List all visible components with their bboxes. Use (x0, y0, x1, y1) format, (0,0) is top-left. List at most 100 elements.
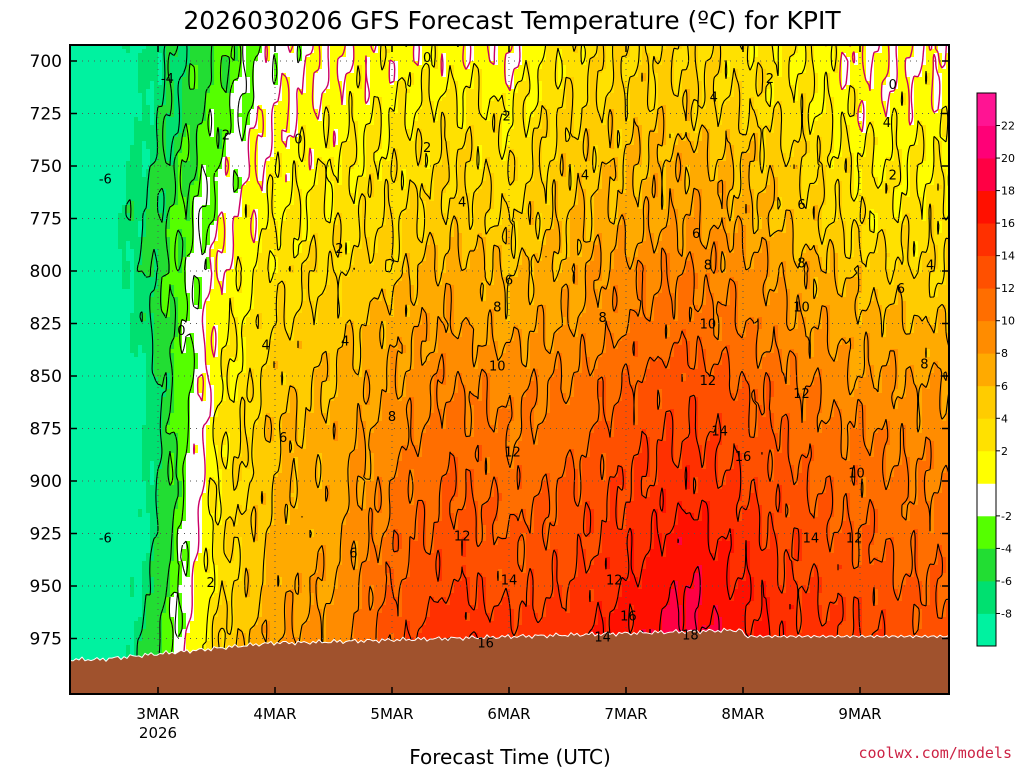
field-cell-180 (442, 53, 447, 58)
field-cell-226 (942, 53, 947, 58)
field-cell-3103 (642, 193, 655, 198)
field-cell-997 (502, 93, 507, 98)
field-cell-287 (710, 57, 723, 62)
field-cell-4403 (470, 257, 487, 262)
field-cell-4375 (178, 257, 183, 262)
field-cell-3992 (518, 237, 539, 242)
field-cell-2500 (562, 165, 567, 170)
field-cell-3977 (370, 237, 379, 242)
field-cell-87 (262, 49, 267, 54)
field-cell-2427 (682, 161, 711, 166)
field-cell-1149 (490, 101, 507, 106)
field-cell-803 (818, 81, 827, 86)
field-cell-4359 (890, 253, 907, 258)
field-cell-1962 (166, 141, 175, 146)
field-cell-3649 (226, 221, 235, 226)
field-cell-849 (458, 85, 467, 90)
field-cell-2170 (794, 149, 811, 154)
field-cell-2591 (566, 169, 571, 174)
field-cell-620 (698, 73, 707, 78)
field-cell-4414 (594, 257, 603, 262)
field-cell-2650 (278, 173, 283, 178)
field-cell-3086 (458, 193, 471, 198)
field-cell-3788 (878, 225, 903, 230)
field-cell-3492 (418, 213, 427, 218)
field-cell-3051 (926, 189, 947, 194)
field-cell-3581 (446, 217, 451, 222)
field-cell-4465 (278, 261, 307, 266)
field-cell-1944 (822, 137, 835, 142)
field-cell-3336 (594, 205, 611, 210)
field-cell-3676 (518, 221, 531, 226)
field-cell-4417 (630, 257, 635, 262)
field-cell-2992 (350, 189, 359, 194)
field-cell-4663 (686, 269, 695, 274)
field-cell-50 (682, 45, 691, 50)
field-cell-4582 (670, 265, 687, 270)
field-cell-4500 (694, 261, 715, 266)
field-cell-1277 (154, 109, 159, 114)
field-cell-3174 (558, 197, 579, 202)
field-cell-3319 (410, 205, 419, 210)
field-cell-3721 (118, 225, 139, 230)
field-cell-3190 (722, 197, 727, 202)
field-cell-1527 (894, 117, 899, 122)
field-cell-435 (454, 65, 467, 70)
field-cell-817 (942, 81, 949, 86)
field-cell-2965 (926, 185, 939, 190)
field-cell-2803 (946, 177, 949, 182)
field-cell-1240 (630, 105, 651, 110)
field-cell-3132 (946, 193, 949, 198)
field-cell-2906 (350, 185, 359, 190)
field-cell-3119 (802, 193, 811, 198)
field-cell-4269 (846, 249, 855, 254)
field-cell-3179 (618, 197, 639, 202)
field-cell-709 (706, 77, 715, 82)
field-cell-4412 (554, 257, 567, 262)
field-cell-2292 (334, 157, 343, 162)
field-cell-1301 (394, 109, 399, 114)
field-cell-1449 (138, 117, 143, 122)
field-cell-4723 (578, 273, 587, 278)
field-cell-2832 (390, 181, 403, 186)
field-cell-622 (718, 73, 727, 78)
field-cell-3289 (922, 201, 927, 206)
field-cell-4391 (334, 257, 355, 262)
field-cell-79 (166, 49, 179, 54)
field-cell-2163 (726, 149, 735, 154)
field-cell-1205 (254, 105, 259, 110)
field-cell-3490 (394, 213, 403, 218)
field-cell-3617 (762, 217, 771, 222)
field-cell-3776 (746, 225, 755, 230)
field-cell-576 (254, 73, 275, 78)
field-cell-4466 (306, 261, 319, 266)
field-cell-3662 (386, 221, 395, 226)
field-cell-4451 (158, 261, 171, 266)
field-cell-4322 (518, 253, 523, 258)
field-cell-175 (386, 53, 415, 58)
field-cell-263 (446, 57, 467, 62)
field-cell-407 (214, 65, 223, 70)
field-cell-2181 (910, 149, 927, 154)
field-cell-4751 (130, 277, 135, 282)
field-cell-5 (178, 45, 191, 50)
field-cell-2963 (910, 185, 919, 190)
field-cell-2091 (750, 145, 759, 150)
field-cell-222 (914, 53, 927, 58)
field-cell-3754 (514, 225, 519, 230)
field-cell-2525 (774, 165, 795, 170)
field-cell-3088 (474, 193, 495, 198)
field-cell-4530 (134, 265, 139, 270)
field-cell-936 (598, 89, 615, 94)
field-cell-3171 (546, 197, 551, 202)
field-cell-337 (398, 61, 419, 66)
field-cell-1668 (766, 125, 771, 130)
field-cell-81 (190, 49, 215, 54)
field-cell-4362 (914, 253, 919, 258)
field-cell-3213 (126, 201, 131, 206)
field-cell-1517 (782, 117, 803, 122)
field-cell-1366 (174, 113, 183, 118)
field-cell-3600 (610, 217, 619, 222)
field-cell-4165 (706, 245, 711, 250)
field-cell-2815 (246, 181, 263, 186)
